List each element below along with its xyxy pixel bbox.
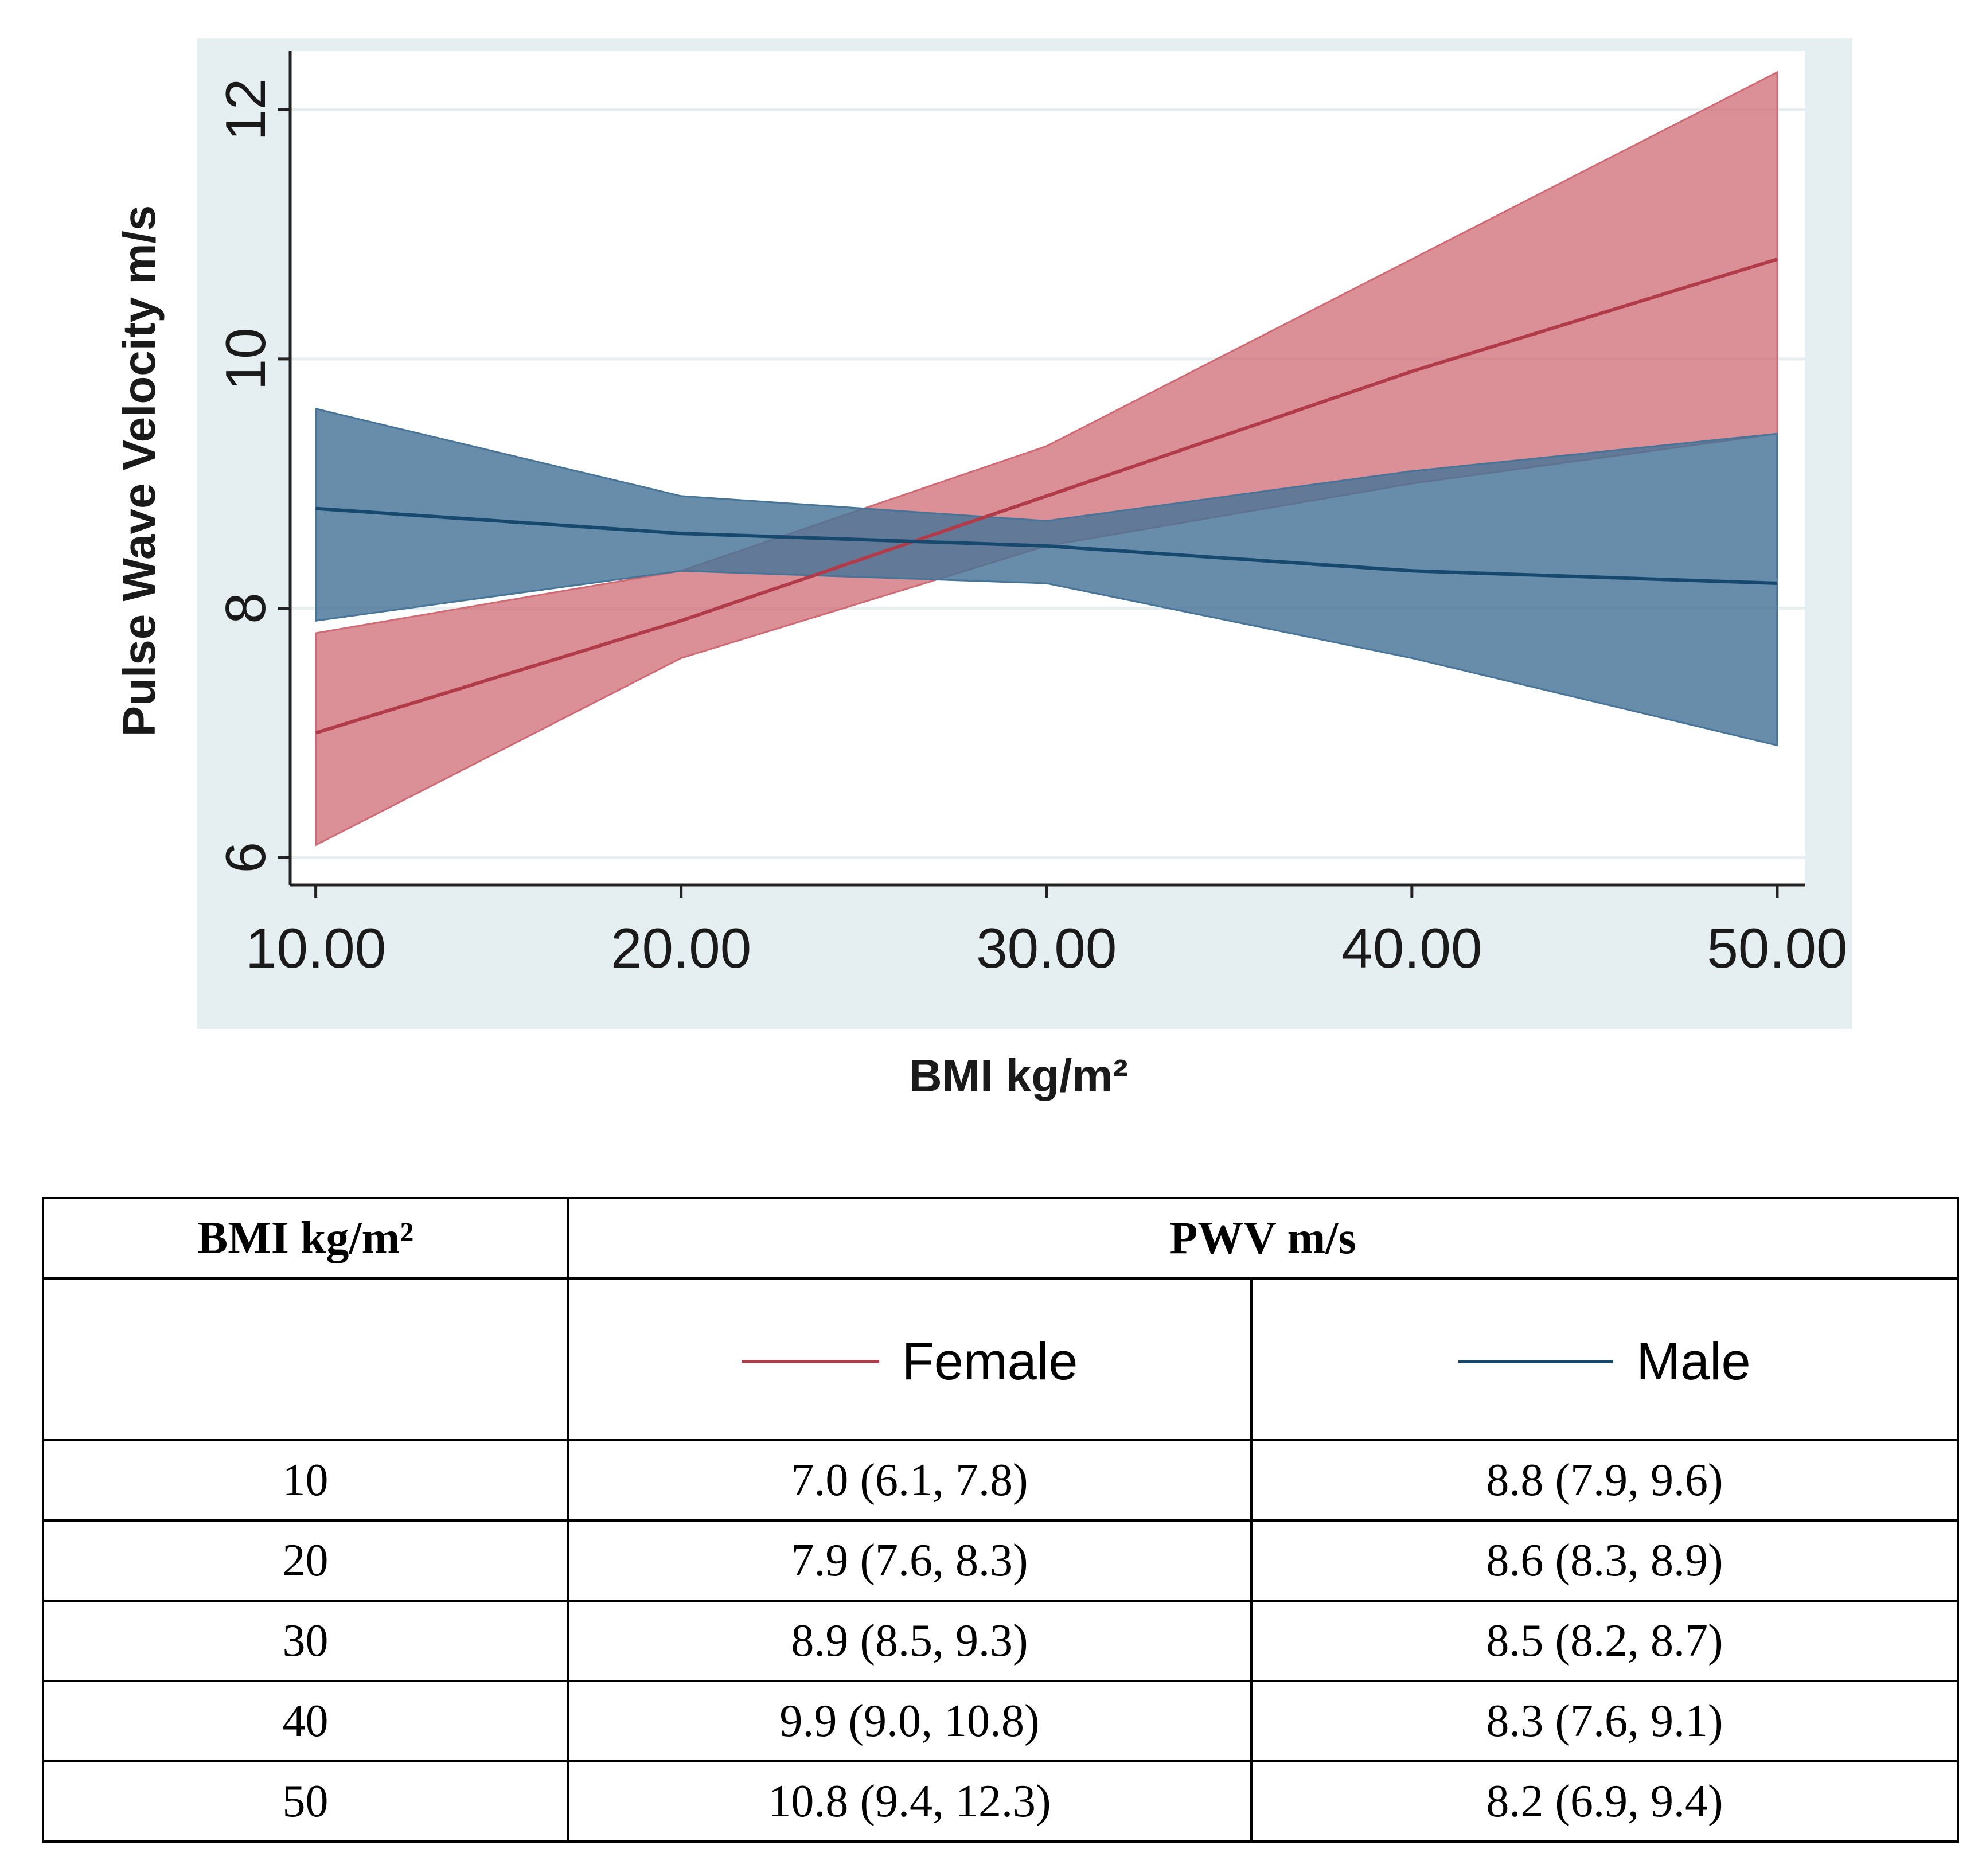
table-cell: 10.8 (9.4, 12.3) <box>567 1760 1253 1843</box>
table-row: 20 7.9 (7.6, 8.3) 8.6 (8.3, 8.9) <box>42 1519 1959 1602</box>
table-cell: 7.0 (6.1, 7.8) <box>567 1439 1253 1522</box>
x-tick-label: 40.00 <box>1341 916 1482 980</box>
table-cell: 8.2 (6.9, 9.4) <box>1250 1760 1959 1843</box>
legend-label: Male <box>1636 1332 1751 1391</box>
table-row: 50 10.8 (9.4, 12.3) 8.2 (6.9, 9.4) <box>42 1760 1959 1843</box>
table-cell: 10 <box>42 1439 569 1522</box>
legend-swatch <box>741 1360 879 1363</box>
y-tick-label: 8 <box>214 592 277 624</box>
legend-label: Female <box>902 1332 1078 1391</box>
results-table: BMI kg/m² PWV m/s Female Male 10 7.0 (6.1… <box>42 1197 1959 1843</box>
y-tick-label: 12 <box>214 79 277 141</box>
x-tick-label: 30.00 <box>976 916 1117 980</box>
legend-cell: Male <box>1250 1277 1959 1441</box>
x-tick-label: 10.00 <box>245 916 386 980</box>
x-axis-title: BMI kg/m² <box>909 1050 1128 1101</box>
table-cell: 20 <box>42 1519 569 1602</box>
legend-cell: Female <box>567 1277 1253 1441</box>
x-tick-label: 20.00 <box>611 916 751 980</box>
table-cell: 9.9 (9.0, 10.8) <box>567 1680 1253 1762</box>
table-cell: 50 <box>42 1760 569 1843</box>
marks <box>315 71 1778 847</box>
table-cell: 40 <box>42 1680 569 1762</box>
legend-swatch <box>1458 1360 1614 1363</box>
table-row: 10 7.0 (6.1, 7.8) 8.8 (7.9, 9.6) <box>42 1439 1959 1522</box>
table-header: BMI kg/m² <box>42 1197 569 1280</box>
legend-item: Female <box>741 1332 1078 1392</box>
fit-line <box>315 258 1778 735</box>
table-cell: 8.9 (8.5, 9.3) <box>567 1600 1253 1682</box>
y-tick-label: 6 <box>214 842 277 873</box>
table-cell <box>42 1277 569 1441</box>
table-cell: 8.8 (7.9, 9.6) <box>1250 1439 1959 1522</box>
fit-line <box>315 506 1778 586</box>
chart: 6 8 10 12 10.00 20.00 30.00 40.00 50.00 Pulse Wa… <box>114 38 1852 1101</box>
table-cell: 7.9 (7.6, 8.3) <box>567 1519 1253 1602</box>
y-axis-title: Pulse Wave Velocity m/s <box>114 205 165 736</box>
table-cell: 8.3 (7.6, 9.1) <box>1250 1680 1959 1762</box>
table-body: 10 7.0 (6.1, 7.8) 8.8 (7.9, 9.6) 20 7.9 (7.6… <box>42 1439 1959 1843</box>
ticks: 6 8 10 12 10.00 20.00 30.00 40.00 50.00 <box>214 79 1848 980</box>
table-row: 30 8.9 (8.5, 9.3) 8.5 (8.2, 8.7) <box>42 1600 1959 1682</box>
y-tick-label: 10 <box>214 327 277 390</box>
confidence-band <box>315 407 1778 747</box>
table-cell: 8.5 (8.2, 8.7) <box>1250 1600 1959 1682</box>
table-cell: 8.6 (8.3, 8.9) <box>1250 1519 1959 1602</box>
table-row: 40 9.9 (9.0, 10.8) 8.3 (7.6, 9.1) <box>42 1680 1959 1762</box>
legend-item: Male <box>1458 1332 1751 1392</box>
table-cell: 30 <box>42 1600 569 1682</box>
table-header: PWV m/s <box>567 1197 1959 1280</box>
x-tick-label: 50.00 <box>1707 916 1847 980</box>
